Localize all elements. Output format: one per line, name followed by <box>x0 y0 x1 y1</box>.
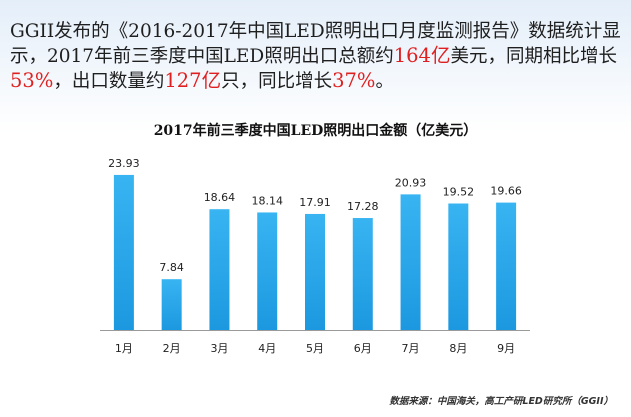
bar-value-label-7: 20.93 <box>395 176 427 189</box>
value-label-group: 23.93 7.84 18.64 18.14 17.91 17.28 20.93 19.52 1… <box>108 157 522 274</box>
bar-value-label-5: 17.91 <box>299 196 331 209</box>
bar-4 <box>257 212 278 330</box>
bar-value-label-9: 19.66 <box>490 185 522 198</box>
intro-text-5: 。 <box>375 71 394 92</box>
category-label-1: 1月 <box>115 342 133 355</box>
category-label-2: 2月 <box>163 342 181 355</box>
category-label-7: 7月 <box>402 342 420 355</box>
bar-7 <box>400 194 421 330</box>
category-label-5: 5月 <box>306 342 324 355</box>
bar-value-label-2: 7.84 <box>159 261 184 274</box>
intro-highlight-export-value: 164亿 <box>393 44 451 67</box>
intro-highlight-export-quantity: 127亿 <box>164 69 222 92</box>
intro-text-2: 美元，同期相比增长 <box>450 46 617 67</box>
intro-text-3: ，出口数量约 <box>53 71 165 92</box>
category-label-3: 3月 <box>210 342 228 355</box>
intro-highlight-value-growth: 53% <box>10 69 54 92</box>
bar-value-label-3: 18.64 <box>204 191 236 204</box>
chart-title: 2017年前三季度中国LED照明出口金额（亿美元） <box>153 123 478 139</box>
category-label-4: 4月 <box>258 342 276 355</box>
bar-5 <box>305 213 325 330</box>
bar-group <box>113 174 517 330</box>
bar-6 <box>352 218 373 330</box>
category-label-group: 1月 2月 3月 4月 5月 6月 7月 8月 9月 <box>115 342 515 355</box>
bar-8 <box>448 203 469 330</box>
bar-value-label-4: 18.14 <box>251 194 283 207</box>
category-label-8: 8月 <box>449 342 467 355</box>
intro-text-1: GGII发布的《2016-2017年中国LED照明出口月度监测报告》数据统计显示… <box>10 21 621 67</box>
data-source-note: 数据来源：中国海关，高工产研LED研究所（GGII） <box>389 396 613 407</box>
category-label-6: 6月 <box>354 342 372 355</box>
bar-value-label-6: 17.28 <box>347 200 379 213</box>
bar-1 <box>113 174 134 330</box>
intro-text-4: 只，同比增长 <box>221 71 333 92</box>
bar-value-label-1: 23.93 <box>108 157 140 170</box>
intro-highlight-quantity-growth: 37% <box>332 69 376 92</box>
bar-2 <box>161 279 182 330</box>
category-label-9: 9月 <box>497 342 515 355</box>
bar-value-label-8: 19.52 <box>443 186 475 199</box>
intro-paragraph: GGII发布的《2016-2017年中国LED照明出口月度监测报告》数据统计显示… <box>10 20 625 94</box>
bar-3 <box>209 209 230 330</box>
bar-9 <box>496 202 517 330</box>
